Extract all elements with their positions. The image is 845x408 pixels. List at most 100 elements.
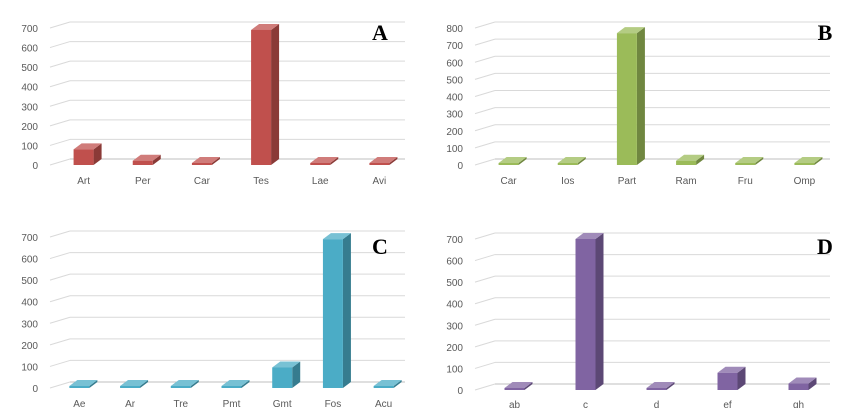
gridline-slant [474,141,496,149]
gridline-slant [49,119,71,127]
bar [794,157,823,165]
bar [369,157,398,165]
panel-label: B [818,20,833,45]
y-tick-label: 300 [21,319,38,330]
bar [221,380,250,388]
bar [373,380,402,388]
x-tick-label: Fru [738,176,753,187]
y-tick-label: 500 [21,63,38,74]
bar [251,23,280,166]
gridline-slant [49,99,71,107]
y-tick-label: 400 [21,298,38,309]
x-tick-label: Fos [325,399,342,408]
y-tick-label: 100 [446,364,463,375]
gridline-slant [474,55,496,63]
panel-label: C [372,234,388,259]
x-tick-label: Ar [125,399,136,408]
gridline-slant [49,359,71,367]
y-tick-label: 700 [446,235,463,246]
y-tick-label: 600 [21,255,38,266]
gridline-slant [49,21,71,29]
y-tick-label: 700 [21,24,38,35]
x-tick-label: Per [135,176,151,187]
bar [170,380,199,388]
y-tick-label: 100 [21,362,38,373]
x-tick-label: Tre [173,399,188,408]
bar [322,233,351,388]
x-tick-label: Car [501,176,518,187]
bar [575,233,604,390]
bar [788,377,817,390]
gridline-slant [49,158,71,166]
y-tick-label: 400 [21,83,38,94]
y-tick-label: 200 [446,127,463,138]
chart-panel-a: 0 100 200 300 400 500 600 700 Art Per Car Tes Lae Avi… [0,0,420,195]
y-tick-label: 0 [32,161,38,172]
bar [272,361,301,388]
bar [69,380,98,388]
panel-label: A [372,20,388,45]
gridline-slant [49,41,71,49]
bar [191,157,220,165]
y-tick-label: 600 [446,58,463,69]
bar [498,157,527,165]
gridline-slant [474,232,496,240]
gridline-slant [474,124,496,132]
y-tick-label: 300 [446,110,463,121]
x-tick-label: Acu [375,399,392,408]
gridline-slant [474,275,496,283]
x-tick-label: Avi [373,176,387,187]
x-tick-label: Ae [73,399,86,408]
chart-panel-d: 0 100 200 300 400 500 600 700 ab c d ef gh D [425,212,845,408]
x-tick-label: c [583,400,588,408]
y-tick-label: 700 [446,41,463,52]
gridline-slant [49,252,71,260]
x-tick-label: Car [194,176,211,187]
gridline-slant [474,158,496,166]
x-tick-label: d [654,400,660,408]
y-tick-label: 100 [21,141,38,152]
bar [557,157,586,165]
y-tick-label: 400 [446,93,463,104]
x-tick-label: Omp [794,176,816,187]
bar-chart-b: 0 100 200 300 400 500 600 700 800 Car Ios Part Ram Fr… [446,20,833,187]
bar [717,366,746,390]
gridline-slant [49,295,71,303]
y-tick-label: 100 [446,144,463,155]
bar [646,382,675,390]
x-tick-label: Ios [561,176,574,187]
bar [132,154,161,165]
x-tick-label: Art [77,176,90,187]
x-tick-label: gh [793,400,804,408]
gridline-slant [49,338,71,346]
gridline-slant [474,361,496,369]
y-tick-label: 0 [457,161,463,172]
x-tick-label: ab [509,400,521,408]
y-tick-label: 300 [21,102,38,113]
bar [735,157,764,165]
gridline-slant [49,138,71,146]
bar [676,154,705,165]
gridline-slant [49,381,71,389]
x-tick-label: Tes [253,176,269,187]
bar [73,143,102,165]
gridline-slant [474,38,496,46]
y-tick-label: 700 [21,233,38,244]
gridline-slant [474,72,496,80]
gridline-slant [474,383,496,391]
gridline-slant [474,21,496,29]
chart-panel-c: 0 100 200 300 400 500 600 700 Ae Ar Tre Pmt Gmt Fos Ac… [0,212,420,408]
panel-label: D [817,234,833,259]
x-tick-label: Part [618,176,637,187]
gridline-slant [49,273,71,281]
gridline-slant [474,254,496,262]
gridline-slant [49,230,71,238]
gridline-slant [474,90,496,97]
y-tick-label: 300 [446,321,463,332]
gridline-slant [474,297,496,305]
x-tick-label: Pmt [223,399,241,408]
chart-panel-b: 0 100 200 300 400 500 600 700 800 Car Ios Part Ram Fr… [425,0,845,195]
y-tick-label: 0 [32,384,38,395]
gridline-slant [474,107,496,115]
y-tick-label: 500 [446,75,463,86]
